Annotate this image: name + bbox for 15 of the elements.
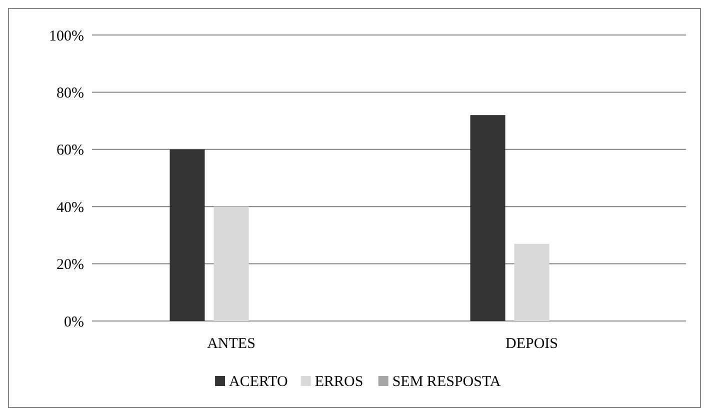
bar [514,244,550,321]
x-tick-label: DEPOIS [505,336,558,352]
x-tick-label: ANTES [207,336,256,352]
y-tick-label: 100% [49,28,84,44]
y-tick-label: 40% [56,200,84,216]
legend-label: SEM RESPOSTA [392,374,501,390]
bar [470,115,506,321]
y-tick-label: 60% [56,142,84,159]
legend-label: ACERTO [229,374,288,390]
y-tick-label: 0% [64,314,84,330]
y-tick-label: 20% [56,257,84,274]
bar [170,149,205,321]
y-tick-label: 80% [56,85,84,102]
legend-label: ERROS [314,374,364,390]
bar [214,206,249,321]
